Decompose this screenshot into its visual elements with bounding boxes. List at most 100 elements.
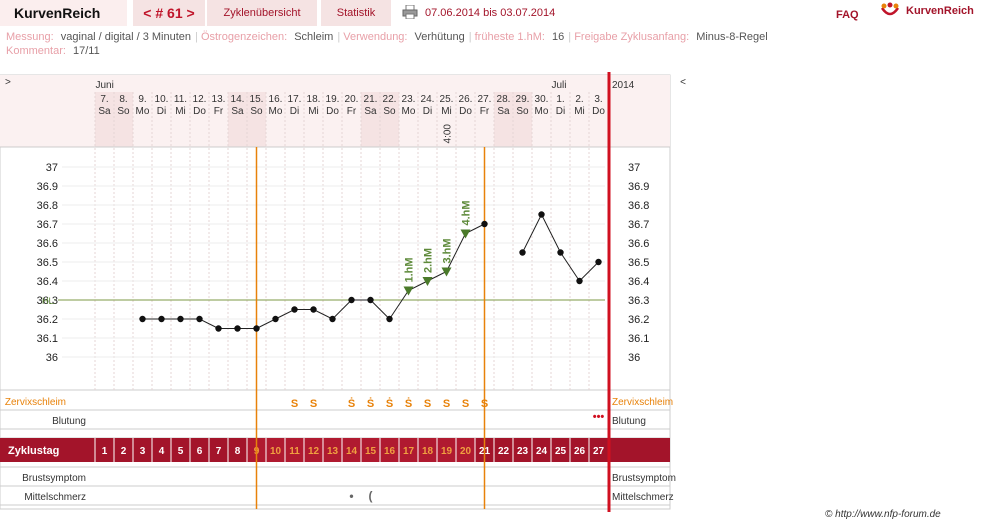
measurement-info: Messung: vaginal / digital / 3 Minuten | … (6, 31, 768, 43)
cycle-day-label: 12 (308, 446, 320, 457)
weekend-header-cell (494, 92, 513, 147)
temperature-point (291, 306, 298, 313)
temperature-point (196, 315, 203, 323)
day-number-label: 8. (119, 94, 127, 105)
measure-label: Messung: (6, 31, 54, 43)
weekday-label: Mi (308, 106, 319, 117)
copyright: © http://www.nfp-forum.de (825, 509, 941, 520)
measure-value: vaginal / digital / 3 Minuten (60, 31, 192, 43)
y-tick-label-left: 37 (46, 162, 58, 174)
hilo-label: HL: (42, 296, 56, 306)
high-measurement-label: 1.hM (404, 257, 416, 282)
temperature-point (139, 315, 146, 323)
y-tick-label-left: 36.6 (37, 238, 58, 250)
mucus-symbol: S (443, 398, 450, 410)
y-tick-label-right: 36.9 (628, 181, 649, 193)
fertile-day-cell (304, 438, 323, 462)
weekday-label: Mi (441, 106, 452, 117)
day-number-label: 21. (364, 94, 378, 105)
temperature-point (481, 220, 488, 228)
day-number-label: 20. (345, 94, 359, 105)
y-tick-label-right: 37 (628, 162, 640, 174)
cycle-day-label: 18 (422, 446, 434, 457)
release-label: Freigabe Zyklusanfang: (574, 31, 690, 43)
temperature-point (215, 325, 222, 332)
fertile-day-cell (456, 438, 475, 462)
y-tick-label-left: 36.5 (37, 257, 58, 269)
tab-cycle-overview[interactable]: Zyklenübersicht (207, 0, 317, 26)
temperature-point (158, 315, 165, 323)
day-number-label: 28. (497, 94, 511, 105)
mucus-symbol: Ṡ (367, 397, 374, 410)
weekday-label: So (383, 106, 396, 117)
temperature-point (557, 249, 564, 256)
nav-right[interactable]: < (680, 77, 686, 88)
weekday-label: Mo (269, 106, 283, 117)
mucus-symbol: Ṡ (348, 397, 355, 410)
cycle-day-label: 20 (460, 446, 472, 457)
faq-link[interactable]: FAQ (836, 9, 859, 21)
day-number-label: 11. (174, 94, 187, 105)
cycle-day-label: 1 (102, 446, 108, 457)
high-measurement-marker (441, 267, 452, 277)
temperature-point (595, 258, 602, 266)
mucus-symbol: S (424, 398, 431, 410)
y-tick-label-left: 36.4 (37, 276, 58, 288)
fertile-day-cell (285, 438, 304, 462)
release-value: Minus-8-Regel (696, 31, 768, 43)
mucus-symbol: S (481, 398, 488, 410)
day-number-label: 25. (440, 94, 454, 105)
row-label-mucus: Zervixschleim (5, 397, 66, 408)
weekday-label: Di (157, 106, 166, 117)
day-number-label: 3. (594, 94, 602, 105)
printer-icon[interactable] (402, 5, 418, 19)
cycle-day-label: 24 (536, 446, 548, 457)
day-number-label: 2. (575, 94, 583, 105)
estrogen-value: Schleim (294, 31, 334, 43)
mucus-symbol: Ṡ (405, 397, 412, 410)
y-tick-label-left: 36.2 (37, 314, 58, 326)
logo-icon (880, 2, 900, 16)
cycle-day-label: 3 (140, 446, 146, 457)
day-number-label: 26. (459, 94, 473, 105)
cycle-day-label: 23 (517, 446, 529, 457)
fertile-day-cell (437, 438, 456, 462)
y-tick-label-left: 36 (46, 352, 58, 364)
cycle-day-label: 4 (159, 446, 165, 457)
day-number-label: 22. (383, 94, 397, 105)
cycle-navigation[interactable]: < # 61 > (133, 0, 205, 26)
weekend-header-cell (247, 92, 266, 147)
tab-statistics[interactable]: Statistik (321, 0, 391, 26)
nav-left[interactable]: > (5, 77, 11, 88)
high-measurement-marker (422, 277, 433, 286)
mucus-symbol: S (291, 398, 298, 410)
y-tick-label-right: 36.5 (628, 257, 649, 269)
brand-title[interactable]: KurvenReich (0, 0, 127, 26)
time-note-label: 4:00 (443, 124, 454, 144)
day-number-label: 27. (478, 94, 492, 105)
weekend-header-cell (95, 92, 114, 147)
day-number-label: 12. (193, 94, 207, 105)
day-number-label: 10. (155, 94, 169, 105)
cycle-day-label: 25 (555, 446, 567, 457)
y-tick-label-left: 36.7 (37, 219, 58, 231)
fertile-day-cell (380, 438, 399, 462)
weekday-label: Sa (231, 106, 244, 117)
month-label: Juli (552, 80, 567, 91)
y-tick-label-right: 36 (628, 352, 640, 364)
weekday-label: Mi (175, 106, 186, 117)
weekday-label: Di (423, 106, 432, 117)
row-label-breast: Brustsymptom (22, 473, 86, 484)
weekday-label: Sa (497, 106, 510, 117)
row-label-bleeding-right: Blutung (612, 416, 646, 427)
cycle-day-label: 7 (216, 446, 222, 457)
temperature-point (538, 211, 545, 218)
day-number-label: 23. (402, 94, 416, 105)
midpain-symbol: • (349, 489, 353, 503)
row-label-midpain-right: Mittelschmerz (612, 492, 674, 503)
day-number-label: 7. (100, 94, 108, 105)
temperature-point (253, 325, 260, 332)
temperature-point (386, 315, 393, 323)
temperature-point (310, 306, 317, 313)
cycle-day-label: 5 (178, 446, 184, 457)
